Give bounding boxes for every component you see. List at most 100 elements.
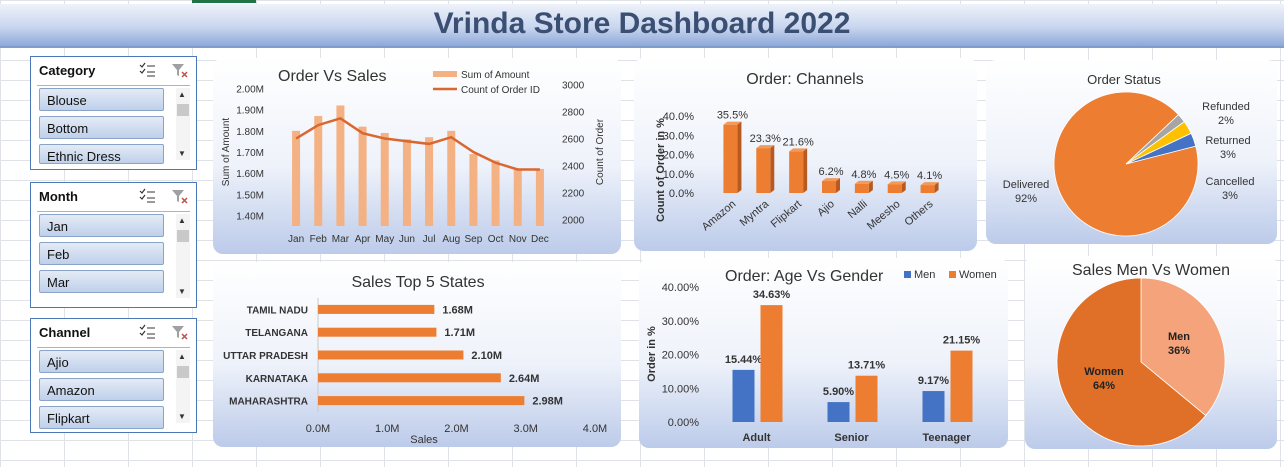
x-tick-label: Amazon	[700, 198, 739, 233]
slice-label: 3%	[1220, 149, 1236, 161]
slicer-scrollbar[interactable]: ▲ ▼	[176, 214, 190, 298]
bar-side	[803, 148, 808, 193]
slicer-item[interactable]: Jan	[39, 214, 164, 237]
data-label: 13.71%	[848, 360, 886, 372]
slicer-title: Channel	[39, 325, 91, 340]
y2-tick-label: 2200	[562, 188, 585, 199]
scroll-thumb[interactable]	[177, 366, 189, 378]
bar-amount	[491, 160, 500, 226]
legend-label: Women	[959, 269, 997, 281]
multi-select-icon[interactable]	[139, 188, 157, 204]
slice-name: Returned	[1205, 135, 1250, 147]
pie-slice	[1056, 277, 1207, 447]
x-tick-label: Teenager	[922, 432, 971, 444]
data-label: 35.5%	[717, 110, 748, 122]
bar-women	[760, 305, 783, 422]
y2-tick-label: 2400	[562, 161, 585, 172]
bar-amount	[402, 139, 411, 226]
y-tick-label: 40.0%	[663, 111, 694, 123]
legend-label: Count of Order ID	[461, 85, 540, 96]
category-slicer[interactable]: Category Blouse Bottom Ethnic Dress ▲ ▼	[30, 56, 197, 170]
scroll-down-icon[interactable]: ▼	[178, 149, 186, 158]
x-tick-label: Others	[902, 198, 935, 229]
slicer-item[interactable]: Bottom	[39, 116, 164, 139]
y-tick-label: 20.0%	[663, 150, 694, 162]
slice-name: Refunded	[1202, 101, 1250, 113]
chart-title: Sales Men Vs Women	[1072, 262, 1230, 279]
age-vs-gender-chart: Order: Age Vs Gender Men Women 0.00% 10.00% 2…	[646, 268, 997, 444]
line-orders	[295, 116, 540, 171]
slice-label: 3%	[1222, 190, 1238, 202]
bar-men	[827, 402, 850, 422]
clear-filter-icon[interactable]	[171, 62, 189, 78]
slice-label: 64%	[1093, 380, 1115, 392]
y2-tick-label: 2000	[562, 215, 585, 226]
y-axis-label: Order in %	[646, 326, 658, 382]
data-label: 2.64M	[509, 373, 540, 385]
data-label: 1.71M	[444, 327, 475, 339]
bar-amount	[358, 126, 367, 226]
scroll-down-icon[interactable]: ▼	[178, 287, 186, 296]
chart-title: Sales Top 5 States	[351, 274, 484, 291]
x-tick-label: Meesho	[865, 198, 903, 232]
y-axis-label: Sum of Amount	[221, 118, 232, 187]
data-label: 5.90%	[823, 386, 854, 398]
x-tick-label: Senior	[834, 432, 869, 444]
data-label: 9.17%	[918, 375, 949, 387]
scroll-thumb[interactable]	[177, 230, 189, 242]
x-tick-label: Ajio	[815, 198, 837, 219]
slicer-item[interactable]: Blouse	[39, 88, 164, 111]
slicer-item[interactable]: Ethnic Dress	[39, 144, 164, 164]
data-label: 2.10M	[471, 350, 502, 362]
y-tick-label: 1.60M	[236, 169, 264, 180]
x-tick-label: Jan	[288, 234, 304, 245]
y2-tick-label: 2800	[562, 108, 585, 119]
clear-filter-icon[interactable]	[171, 324, 189, 340]
slicer-scrollbar[interactable]: ▲ ▼	[176, 350, 190, 423]
y-tick-label: 1.80M	[236, 127, 264, 138]
y-tick-label: 10.0%	[663, 169, 694, 181]
y-tick-label: TELANGANA	[245, 328, 308, 339]
scroll-up-icon[interactable]: ▲	[178, 352, 186, 361]
channel-slicer[interactable]: Channel Ajio Amazon Flipkart ▲ ▼	[30, 318, 197, 433]
bar-amount	[336, 105, 345, 226]
multi-select-icon[interactable]	[139, 324, 157, 340]
multi-select-icon[interactable]	[139, 62, 157, 78]
slicer-scrollbar[interactable]: ▲ ▼	[176, 88, 190, 160]
slicer-item[interactable]: Ajio	[39, 350, 164, 373]
bar-women	[855, 375, 878, 422]
bar-top	[920, 182, 939, 186]
legend-swatch-amount	[433, 71, 457, 77]
clear-filter-icon[interactable]	[171, 188, 189, 204]
slicer-item[interactable]: Flipkart	[39, 406, 164, 429]
slicer-item[interactable]: Amazon	[39, 378, 164, 401]
order-channels-chart: Order: Channels 0.0% 10.0% 20.0% 30.0% 40.0%C…	[655, 71, 942, 233]
scroll-thumb[interactable]	[177, 104, 189, 116]
month-slicer[interactable]: Month Jan Feb Mar ▲ ▼	[30, 182, 197, 308]
legend-swatch-women	[949, 271, 956, 278]
slice-label: 36%	[1168, 345, 1190, 357]
data-label: 6.2%	[818, 166, 843, 178]
chart-title: Order Status	[1087, 72, 1161, 87]
pie-slice	[1125, 132, 1197, 165]
bar-channel	[789, 151, 804, 193]
bar-top	[723, 121, 742, 125]
bar-amount	[380, 132, 389, 226]
bar-amount	[425, 137, 434, 226]
chart-title: Order Vs Sales	[278, 68, 386, 85]
slicer-item[interactable]: Feb	[39, 242, 164, 265]
x-tick-label: Myntra	[738, 198, 772, 229]
scroll-down-icon[interactable]: ▼	[178, 412, 186, 421]
x-tick-label: 3.0M	[514, 423, 538, 435]
scroll-up-icon[interactable]: ▲	[178, 216, 186, 225]
scroll-up-icon[interactable]: ▲	[178, 90, 186, 99]
y-tick-label: 20.00%	[662, 350, 700, 362]
slicer-item[interactable]: Mar	[39, 270, 164, 293]
data-label: 15.44%	[725, 354, 763, 366]
x-tick-label: Jun	[399, 234, 415, 245]
data-label: 21.15%	[943, 335, 981, 347]
slice-name: Delivered	[1003, 179, 1049, 191]
y-tick-label: 0.00%	[668, 417, 699, 429]
y-tick-label: 1.70M	[236, 148, 264, 159]
slice-label: 92%	[1015, 193, 1037, 205]
